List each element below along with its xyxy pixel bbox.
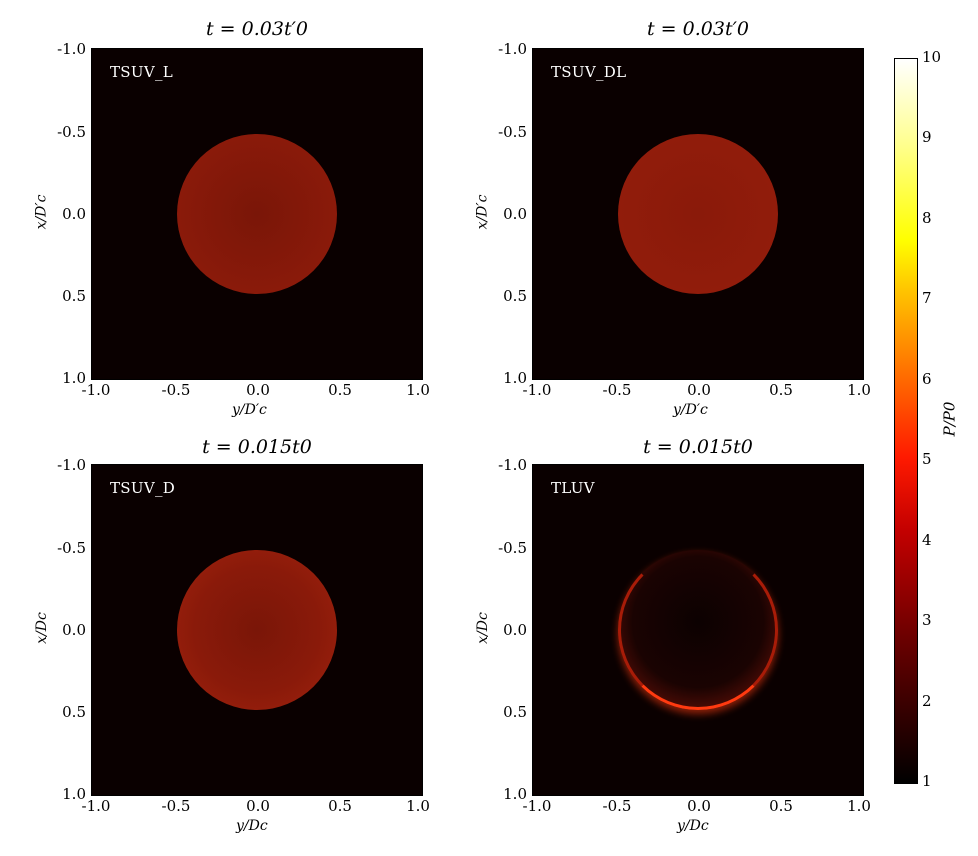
panel-3-ytick: 0.5	[62, 703, 86, 721]
colorbar-label: P/P0	[940, 401, 959, 437]
panel-2-ytick: 1.0	[503, 369, 527, 387]
panel-3-xtick: 1.0	[406, 797, 430, 815]
panel-1-xtick: 1.0	[406, 381, 430, 399]
panel-4-xtick: 0.0	[687, 797, 711, 815]
panel-4-xtick: 1.0	[847, 797, 871, 815]
colorbar-tick: 3	[922, 611, 932, 629]
panel-1-ytick: -1.0	[57, 40, 86, 58]
panel-3-title: t = 0.015t0	[202, 436, 312, 458]
colorbar-tick: 10	[922, 48, 942, 66]
panel-2-plot: TSUV_DL	[532, 48, 864, 380]
panel-2-xtick: 1.0	[847, 381, 871, 399]
panel-2-xtick: -1.0	[522, 381, 552, 399]
panel-3-label: TSUV_D	[110, 479, 176, 497]
panel-4-ytick: -1.0	[498, 456, 527, 474]
panel-2-ytick: 0.5	[503, 287, 527, 305]
panel-3-xlabel: y/Dc	[236, 818, 268, 834]
panel-1-ytick: 0.0	[62, 205, 86, 223]
panel-2-xtick: -0.5	[602, 381, 632, 399]
colorbar-tick: 4	[922, 531, 932, 549]
panel-2-xlabel: y/D′c	[673, 402, 708, 418]
panel-2-xtick: 0.5	[769, 381, 793, 399]
panel-4-plot: TLUV	[532, 464, 864, 796]
panel-1-ytick: -0.5	[57, 123, 86, 141]
panel-1-xlabel: y/D′c	[232, 402, 267, 418]
colorbar	[894, 58, 918, 784]
panel-1-label: TSUV_L	[110, 63, 174, 81]
panel-2-label: TSUV_DL	[551, 63, 627, 81]
panel-1-ylabel: x/D′c	[33, 194, 50, 230]
panel-3-xtick: -1.0	[81, 797, 111, 815]
panel-4-ytick: 0.5	[503, 703, 527, 721]
panel-1-ytick: 0.5	[62, 287, 86, 305]
panel-1-plot: TSUV_L	[91, 48, 423, 380]
panel-1-xtick: 0.5	[328, 381, 352, 399]
panel-1-disc	[177, 134, 337, 294]
colorbar-tick: 8	[922, 209, 932, 227]
panel-4-ytick: 1.0	[503, 785, 527, 803]
panel-4-ytick: -0.5	[498, 539, 527, 557]
panel-4-ytick: 0.0	[503, 621, 527, 639]
panel-4-xlabel: y/Dc	[677, 818, 709, 834]
panel-1-xtick: -1.0	[81, 381, 111, 399]
colorbar-tick: 7	[922, 289, 932, 307]
panel-2-disc	[618, 134, 778, 294]
panel-2-title: t = 0.03t′0	[647, 18, 749, 40]
panel-2-ytick: 0.0	[503, 205, 527, 223]
colorbar-tick: 6	[922, 370, 932, 388]
panel-2-ytick: -0.5	[498, 123, 527, 141]
panel-3-ytick: 1.0	[62, 785, 86, 803]
panel-4-title: t = 0.015t0	[643, 436, 753, 458]
panel-3-ytick: 0.0	[62, 621, 86, 639]
panel-1-xtick: 0.0	[246, 381, 270, 399]
colorbar-tick: 1	[922, 772, 932, 790]
panel-4-xtick: -1.0	[522, 797, 552, 815]
panel-2-ylabel: x/D′c	[474, 194, 491, 230]
panel-4-bright-rim	[618, 550, 778, 710]
panel-3-xtick: 0.5	[328, 797, 352, 815]
panel-3-plot: TSUV_D	[91, 464, 423, 796]
panel-3-disc	[177, 550, 337, 710]
panel-4-label: TLUV	[551, 479, 595, 497]
panel-3-xtick: -0.5	[161, 797, 191, 815]
panel-2-ytick: -1.0	[498, 40, 527, 58]
colorbar-tick: 5	[922, 450, 932, 468]
panel-2-xtick: 0.0	[687, 381, 711, 399]
panel-1-xtick: -0.5	[161, 381, 191, 399]
panel-1-title: t = 0.03t′0	[206, 18, 308, 40]
panel-4-ylabel: x/Dc	[474, 612, 491, 644]
panel-4-xtick: 0.5	[769, 797, 793, 815]
panel-3-ylabel: x/Dc	[33, 612, 50, 644]
panel-3-xtick: 0.0	[246, 797, 270, 815]
panel-4-xtick: -0.5	[602, 797, 632, 815]
panel-3-ytick: -1.0	[57, 456, 86, 474]
colorbar-tick: 9	[922, 128, 932, 146]
panel-3-ytick: -0.5	[57, 539, 86, 557]
panel-1-ytick: 1.0	[62, 369, 86, 387]
colorbar-tick: 2	[922, 692, 932, 710]
